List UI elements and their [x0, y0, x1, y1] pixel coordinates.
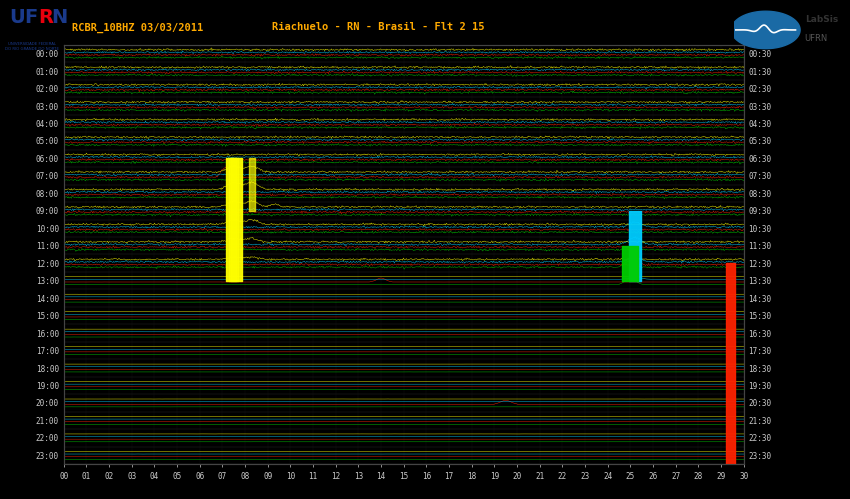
- Text: F: F: [24, 8, 37, 27]
- Text: Riachuelo - RN - Brasil - Flt 2 15: Riachuelo - RN - Brasil - Flt 2 15: [272, 22, 484, 32]
- Text: N: N: [51, 8, 67, 27]
- Text: U: U: [9, 8, 26, 27]
- Text: UNIVERSIDADE FEDERAL
DO RIO GRANDE DO NORTE: UNIVERSIDADE FEDERAL DO RIO GRANDE DO NO…: [5, 42, 59, 51]
- Text: RCBR_10BHZ 03/03/2011: RCBR_10BHZ 03/03/2011: [72, 22, 203, 32]
- Text: UFRN: UFRN: [805, 34, 828, 43]
- Text: R: R: [38, 8, 54, 27]
- Polygon shape: [731, 11, 800, 48]
- Text: LabSis: LabSis: [805, 15, 838, 24]
